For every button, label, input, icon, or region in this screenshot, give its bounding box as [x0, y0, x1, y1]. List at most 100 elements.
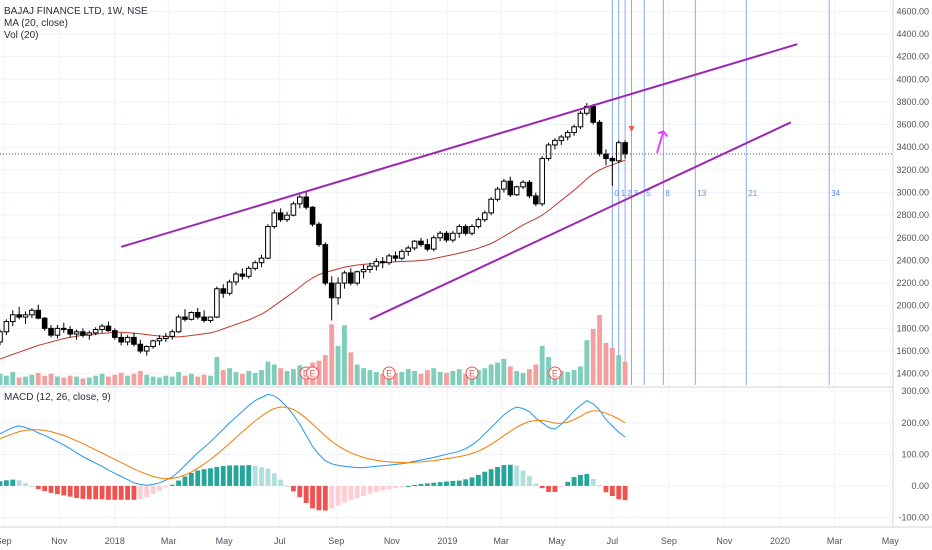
candle-body — [481, 212, 488, 221]
volume-bar — [329, 324, 335, 385]
volume-bar — [622, 361, 628, 385]
fib-label: 8 — [665, 189, 670, 198]
legend-title: BAJAJ FINANCE LTD, 1W, NSE — [4, 6, 148, 17]
macd-histogram-bar — [150, 485, 156, 494]
volume-bar — [163, 375, 169, 385]
macd-histogram-bar — [609, 485, 615, 497]
candle-body — [245, 267, 252, 277]
candlesticks — [0, 103, 893, 356]
macd-histogram-bar — [144, 485, 150, 497]
time-tick-label: Nov — [716, 536, 733, 546]
macd-histogram-bar — [380, 485, 386, 491]
candle-body — [335, 282, 341, 299]
macd-histogram-bar — [558, 485, 564, 487]
candle-body — [386, 255, 392, 264]
macd-histogram-bar — [603, 485, 609, 493]
candle-body — [392, 255, 399, 259]
channel-lower-line — [369, 121, 792, 321]
volume-bar — [526, 369, 532, 385]
macd-histogram-bar — [571, 477, 577, 486]
time-tick-label: Mar — [493, 536, 509, 546]
macd-histogram-bar — [163, 485, 169, 488]
time-tick-label: Sep — [661, 536, 677, 546]
volume-bar — [29, 374, 35, 385]
macd-histogram-bar — [99, 485, 105, 500]
macd-histogram-bar — [424, 483, 430, 486]
macd-histogram-bar — [239, 465, 245, 486]
earnings-marker — [382, 366, 396, 380]
macd-histogram-bar — [297, 485, 303, 497]
time-tick-label: Nov — [51, 536, 68, 546]
time-tick-label: Sep — [0, 536, 12, 546]
volume-bar — [565, 371, 571, 385]
candle-body — [150, 340, 156, 347]
macd-histogram-bar — [157, 485, 162, 491]
macd-histogram-bar — [29, 485, 35, 487]
macd-histogram-bar — [48, 485, 54, 493]
fib-label: 34 — [831, 189, 840, 198]
macd-histogram-bar — [552, 485, 558, 492]
macd-histogram-bar — [67, 485, 73, 497]
volume-bar — [348, 352, 354, 385]
price-tick-label: 4000.00 — [896, 74, 929, 84]
macd-histogram-bar — [622, 485, 628, 501]
candle-body — [545, 144, 552, 160]
candle-body — [437, 232, 443, 239]
candle-body — [124, 336, 131, 343]
macd-histogram-bar — [35, 485, 41, 490]
macd-histogram-bar — [316, 485, 322, 511]
macd-histogram-bar — [501, 465, 507, 486]
volume-bar — [405, 369, 411, 385]
macd-histogram-bar — [348, 485, 354, 501]
trend-channel[interactable] — [120, 43, 798, 321]
macd-histogram-bar — [373, 485, 379, 492]
macd-pane — [0, 386, 893, 511]
candle-body — [348, 272, 354, 284]
macd-histogram-bar — [546, 485, 551, 492]
volume-bar — [150, 376, 156, 385]
candle-body — [73, 331, 80, 335]
candle-body — [309, 206, 316, 225]
macd-histogram-bar — [488, 469, 494, 486]
macd-histogram-bar — [475, 474, 481, 486]
candle-body — [462, 225, 469, 234]
fib-label: 21 — [748, 189, 757, 198]
macd-histogram-bar — [412, 484, 418, 486]
macd-histogram-bar — [463, 479, 469, 486]
volume-bar — [380, 373, 386, 385]
volume-bar — [514, 371, 520, 385]
macd-histogram-bar — [16, 480, 22, 486]
macd-histogram-bar — [265, 468, 271, 486]
candle-body — [182, 316, 188, 320]
time-tick-label: May — [882, 536, 900, 546]
macd-histogram-bar — [106, 485, 111, 500]
volume-bar — [361, 368, 367, 385]
volume-bar — [80, 378, 86, 385]
time-tick-label: Jul — [607, 536, 619, 546]
candle-body — [571, 126, 577, 133]
volume-bar — [195, 376, 201, 385]
macd-histogram-bar — [188, 472, 194, 486]
volume-bar — [271, 364, 277, 385]
candle-body — [265, 225, 271, 259]
macd-histogram-bar — [565, 481, 571, 486]
volume-bar — [265, 361, 271, 385]
candle-body — [169, 331, 176, 337]
macd-histogram-bar — [278, 479, 284, 486]
volume-bar — [322, 355, 328, 385]
macd-histogram-bar — [533, 483, 539, 486]
volume-bar — [188, 373, 194, 385]
macd-histogram-bar — [290, 485, 296, 492]
macd-series-1 — [0, 406, 626, 480]
macd-histogram-bar — [169, 484, 175, 486]
volume-bar — [144, 374, 150, 385]
volume-bar — [424, 370, 430, 385]
candle-body — [475, 219, 482, 227]
volume-bar — [118, 372, 124, 385]
volume-bar — [546, 357, 551, 385]
macd-histogram-bar — [118, 485, 124, 500]
macd-histogram-bar — [520, 470, 526, 486]
macd-histogram-bar — [214, 466, 220, 486]
